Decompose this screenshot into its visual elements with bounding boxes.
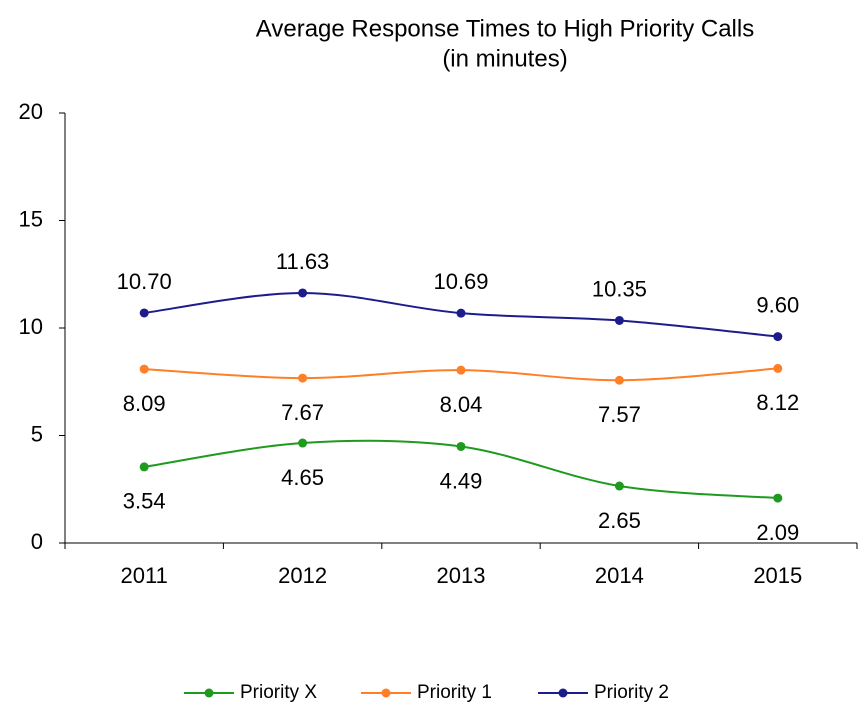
x-tick-label: 2011 xyxy=(121,563,168,588)
point xyxy=(139,462,149,472)
point xyxy=(456,365,466,375)
data-label: 3.54 xyxy=(123,489,166,514)
data-label: 4.49 xyxy=(440,468,483,493)
chart-subtitle: (in minutes) xyxy=(442,45,567,72)
point xyxy=(139,308,149,318)
point xyxy=(298,438,308,448)
data-label: 10.69 xyxy=(433,269,488,294)
data-label: 2.09 xyxy=(756,520,799,545)
point xyxy=(614,375,624,385)
data-label: 2.65 xyxy=(598,508,641,533)
data-label: 8.04 xyxy=(440,392,483,417)
point xyxy=(773,332,783,342)
point xyxy=(773,493,783,503)
legend-label: Priority 2 xyxy=(594,682,669,703)
y-tick-label: 20 xyxy=(19,99,43,124)
data-label: 8.09 xyxy=(123,391,166,416)
y-tick-label: 0 xyxy=(31,529,43,554)
data-label: 8.12 xyxy=(756,390,799,415)
point xyxy=(298,373,308,383)
point xyxy=(456,441,466,451)
data-label: 4.65 xyxy=(281,465,324,490)
point xyxy=(298,288,308,298)
x-tick-label: 2013 xyxy=(437,563,486,588)
data-label: 7.57 xyxy=(598,402,641,427)
point xyxy=(139,364,149,374)
data-label: 9.60 xyxy=(756,292,799,317)
y-tick-label: 5 xyxy=(31,421,43,446)
point xyxy=(456,308,466,318)
data-label: 10.35 xyxy=(592,276,647,301)
point xyxy=(614,315,624,325)
legend-marker xyxy=(381,688,391,698)
legend-label: Priority X xyxy=(240,682,317,703)
x-tick-label: 2012 xyxy=(278,563,327,588)
x-tick-label: 2015 xyxy=(753,563,802,588)
data-label: 10.70 xyxy=(117,269,172,294)
y-tick-label: 10 xyxy=(19,314,43,339)
chart-title: Average Response Times to High Priority … xyxy=(256,15,754,42)
y-tick-label: 15 xyxy=(19,206,43,231)
legend-label: Priority 1 xyxy=(417,682,492,703)
point xyxy=(614,481,624,491)
data-label: 7.67 xyxy=(281,400,324,425)
point xyxy=(773,363,783,373)
legend-marker xyxy=(204,688,214,698)
data-label: 11.63 xyxy=(276,249,329,274)
legend-marker xyxy=(558,688,568,698)
x-tick-label: 2014 xyxy=(595,563,644,588)
